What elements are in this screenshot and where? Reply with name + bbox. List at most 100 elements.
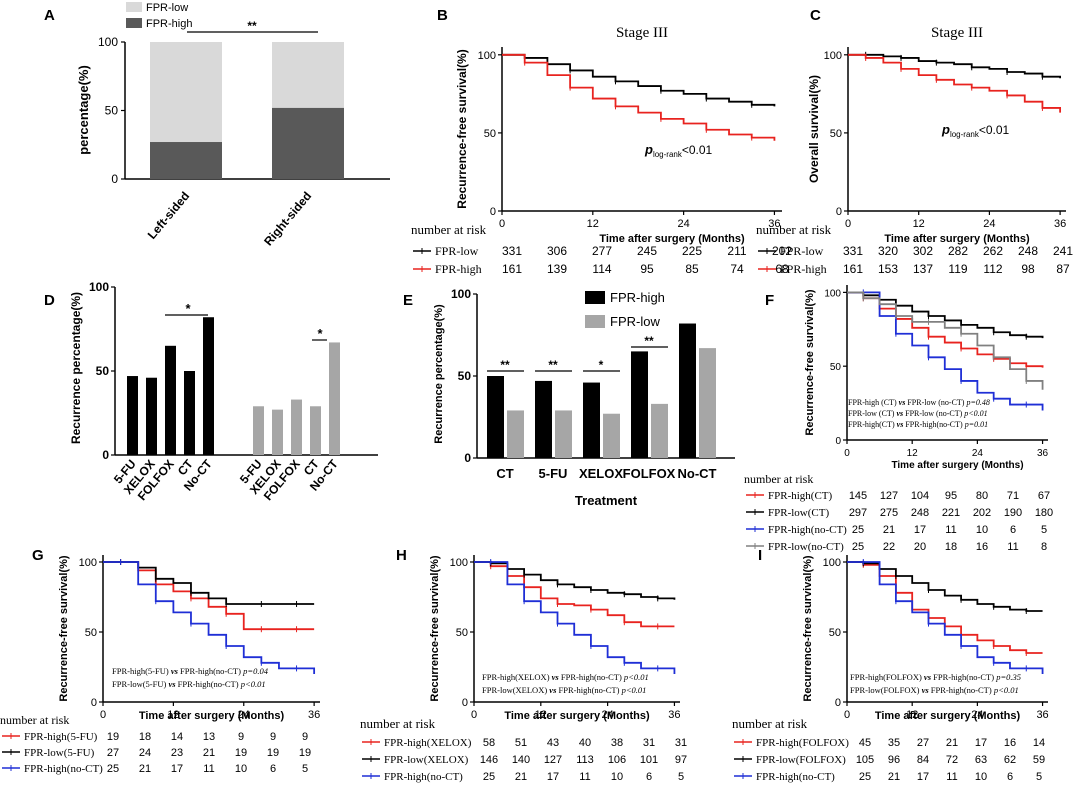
y-tick-label-I: 100 [823,557,841,569]
chart-title-B: Stage III [616,25,668,41]
km-curve-fpr-low-5-fu [103,561,315,605]
risk-value: 331 [843,244,863,258]
risk-value: 17 [975,737,987,749]
bar-fpr-low-ct [507,410,524,458]
legend-swatch-fpr-low [585,315,605,328]
risk-table-title-H: number at risk [360,716,436,731]
risk-value: 9 [238,731,244,743]
risk-value: 23 [171,747,183,759]
risk-value: 245 [637,244,657,258]
x-tick-label-H: 12 [535,709,547,721]
p-rest: <0.01 [682,143,713,157]
vs-word: vs [171,666,179,676]
y-axis-title-G: Recurrence-free survival(%) [58,555,70,701]
risk-value: 10 [976,524,988,536]
risk-value: 106 [608,754,626,766]
risk-value: 5 [302,763,308,775]
y-tick-label-C: 50 [830,128,842,140]
bar-fpr-low-ct [310,406,321,455]
risk-value: 21 [883,524,895,536]
bar-fpr-high-xelox [583,382,600,458]
vs-word: vs [897,420,904,429]
km-curve-fpr-low-no-ct [847,291,1044,390]
km-curve-fpr-high-no-ct [847,561,1044,674]
x-tick-label-xelox: XELOX [579,466,623,481]
group-a: FPR-low (CT) [848,409,896,418]
risk-value: 31 [675,737,687,749]
risk-value: 127 [880,490,898,502]
risk-value: 11 [1007,541,1018,553]
x-tick-label-G: 24 [238,709,250,721]
bar-fpr-low-5-fu [253,406,264,455]
risk-value: 5 [1036,771,1042,783]
bar-fpr-low-5-fu [555,410,572,458]
risk-value: 262 [983,244,1003,258]
risk-value: 67 [1038,490,1050,502]
risk-value: 140 [512,754,530,766]
km-curve-fpr-high-ct [847,291,1044,368]
p-text: p=0.48 [965,398,989,407]
risk-value: 95 [640,262,654,276]
panel-label-C: C [810,7,821,24]
risk-value: 202 [973,507,991,519]
risk-table-title-F: number at risk [744,472,813,486]
risk-value: 297 [849,507,867,519]
risk-value: 114 [592,262,611,276]
risk-value: 71 [1007,490,1019,502]
risk-value: 14 [1033,737,1045,749]
risk-value: 5 [678,771,684,783]
risk-value: 6 [1010,524,1016,536]
x-tick-label-no-ct: No-CT [678,466,717,481]
risk-value: 9 [302,731,308,743]
y-tick-label-E: 50 [458,369,472,383]
risk-table-title-I: number at risk [732,716,808,731]
legend-label-fpr-low: FPR-low [146,2,188,14]
risk-value: 97 [675,754,687,766]
group-b: FPR-high(no-CT) [556,685,621,695]
risk-label-fpr-high-no-ct: FPR-high(no-CT) [384,771,463,783]
km-curve-fpr-low-xelox [474,561,676,600]
group-a: FPR-high(FOLFOX) [850,672,924,682]
x-axis-title-G: Time after surgery (Months) [139,710,285,722]
risk-value: 137 [913,262,933,276]
risk-value: 11 [946,771,957,783]
x-tick-label-F: 24 [972,448,984,459]
risk-value: 16 [1004,737,1016,749]
km-curve-fpr-low [848,53,1062,79]
p-subscript: log-rank [950,130,980,139]
risk-value: 104 [911,490,929,502]
y-tick-label-G: 100 [79,557,97,569]
risk-label-fpr-high: FPR-high [780,262,827,276]
risk-label-fpr-low-xelox: FPR-low(XELOX) [384,754,469,766]
comparison-annotation-I: FPR-high(FOLFOX) vs FPR-high(no-CT) p=0.… [850,672,1021,682]
risk-value: 25 [107,763,119,775]
significance-mark: ** [644,334,654,348]
km-curve-fpr-high [848,53,1062,113]
vs-word: vs [922,685,930,695]
comparison-annotation-H: FPR-high(XELOX) vs FPR-high(no-CT) p<0.0… [482,672,649,682]
risk-value: 43 [547,737,559,749]
risk-value: 14 [171,731,183,743]
y-axis-title-I: Recurrence-free survival(%) [802,555,814,701]
bar-fpr-high-no-ct [203,317,214,455]
risk-value: 68 [775,262,789,276]
risk-value: 153 [878,262,898,276]
km-curve-fpr-low-ct [847,291,1044,339]
bar-fpr-high-xelox [146,377,157,455]
bar-fpr-high-left-sided [150,142,222,179]
bar-fpr-high-ct [184,371,195,455]
group-b: FPR-high(no-CT) [903,420,964,429]
km-curve-fpr-high-folfox [847,561,1043,654]
risk-value: 17 [171,763,183,775]
panel-label-E: E [403,292,413,309]
risk-value: 74 [730,262,744,276]
group-a: FPR-high(XELOX) [482,672,552,682]
km-curve-fpr-high-5-fu [103,561,315,631]
risk-value: 9 [270,731,276,743]
bar-fpr-low-xelox [272,409,283,455]
legend-swatch-fpr-high [126,18,142,28]
x-tick-label-B: 24 [677,218,689,230]
x-axis-title-H: Time after surgery (Months) [504,710,650,722]
y-tick-label-C: 0 [836,206,842,218]
